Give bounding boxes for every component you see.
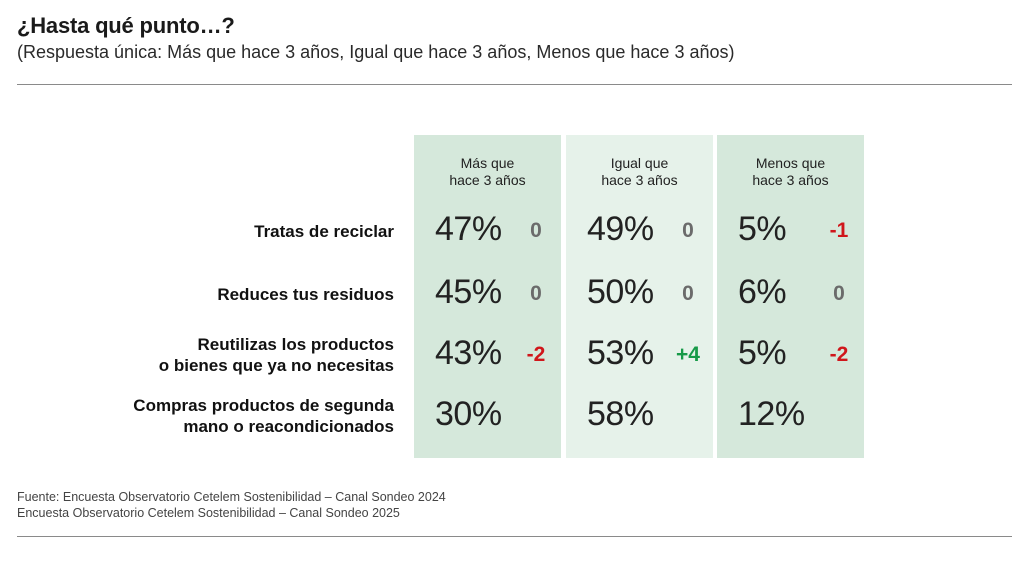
- column-header-line: Más que: [460, 155, 515, 171]
- percentage-value: 58%: [587, 395, 654, 433]
- percentage-value: 45%: [435, 273, 502, 311]
- change-value: +4: [676, 343, 700, 366]
- change-value: 0: [682, 219, 694, 242]
- row-label-line: Compras productos de segunda: [133, 396, 394, 415]
- row-label-line: Reutilizas los productos: [197, 335, 394, 354]
- percentage-value: 5%: [738, 334, 787, 372]
- percentage-value: 53%: [587, 334, 654, 372]
- change-value: -2: [829, 343, 849, 366]
- column-header-line: hace 3 años: [601, 172, 678, 188]
- column-header-line: Igual que: [610, 155, 669, 171]
- percentage-value: 30%: [435, 395, 502, 433]
- row-label-line: mano o reacondicionados: [183, 417, 394, 436]
- source-line-1: Fuente: Encuesta Observatorio Cetelem So…: [17, 490, 446, 504]
- change-value: 0: [833, 282, 845, 305]
- page-title: ¿Hasta qué punto…?: [17, 13, 235, 38]
- column-background: [717, 135, 864, 458]
- change-value: -2: [526, 343, 546, 366]
- row-label: Compras productos de segunda mano o reaco…: [54, 395, 394, 437]
- percentage-value: 43%: [435, 334, 502, 372]
- change-value: 0: [530, 219, 542, 242]
- row-label: Tratas de reciclar: [54, 221, 394, 242]
- percentage-value: 5%: [738, 210, 787, 248]
- row-label-line: Tratas de reciclar: [254, 221, 394, 241]
- change-value: 0: [682, 282, 694, 305]
- change-value: 0: [530, 282, 542, 305]
- column-background: [566, 135, 713, 458]
- row-label-line: Reduces tus residuos: [217, 284, 394, 304]
- source-line-2: Encuesta Observatorio Cetelem Sostenibil…: [17, 506, 400, 520]
- column-header-line: hace 3 años: [752, 172, 829, 188]
- bottom-divider: [17, 536, 1012, 537]
- column-header: Más que hace 3 años: [413, 155, 563, 189]
- percentage-value: 12%: [738, 395, 805, 433]
- percentage-value: 6%: [738, 273, 787, 311]
- page-subtitle: (Respuesta única: Más que hace 3 años, I…: [17, 42, 735, 62]
- column-header-line: Menos que: [755, 155, 826, 171]
- percentage-value: 50%: [587, 273, 654, 311]
- row-label: Reduces tus residuos: [54, 284, 394, 305]
- top-divider: [17, 84, 1012, 85]
- column-header: Igual que hace 3 años: [565, 155, 715, 189]
- percentage-value: 47%: [435, 210, 502, 248]
- column-header: Menos que hace 3 años: [716, 155, 866, 189]
- row-label: Reutilizas los productos o bienes que ya …: [54, 334, 394, 376]
- percentage-value: 49%: [587, 210, 654, 248]
- column-header-line: hace 3 años: [449, 172, 526, 188]
- source-footer: Fuente: Encuesta Observatorio Cetelem So…: [17, 489, 446, 521]
- change-value: -1: [829, 219, 849, 242]
- column-background: [414, 135, 561, 458]
- row-label-line: o bienes que ya no necesitas: [158, 356, 394, 375]
